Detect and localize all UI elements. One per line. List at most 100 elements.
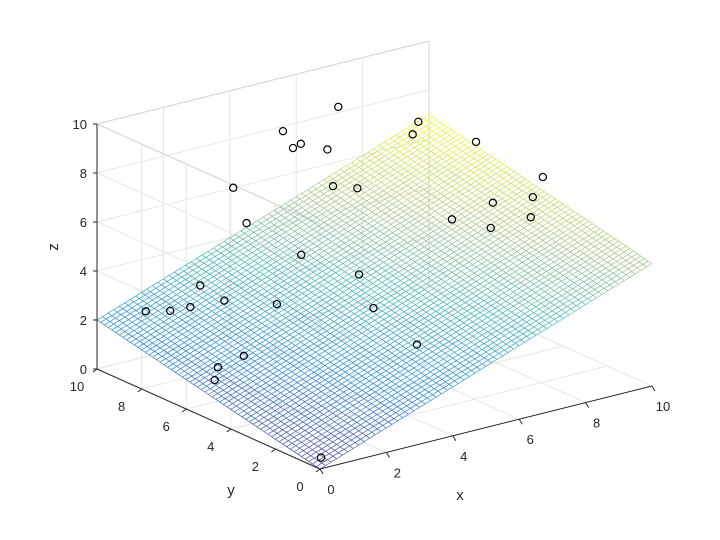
mesh-line — [294, 316, 314, 330]
mesh-line — [322, 311, 351, 329]
mesh-line — [302, 407, 322, 421]
mesh-line — [356, 158, 376, 172]
mesh-line — [433, 302, 453, 316]
mesh-line — [420, 198, 449, 216]
mesh-line — [454, 145, 474, 159]
mesh-line — [553, 287, 582, 306]
mesh-line — [115, 332, 135, 346]
mesh-line — [152, 268, 181, 287]
mesh-line — [282, 426, 311, 445]
mesh-line — [471, 161, 500, 180]
mesh-line — [304, 298, 333, 317]
mesh-line — [333, 292, 353, 306]
mesh-line — [232, 331, 251, 345]
mesh-line — [446, 358, 476, 377]
mesh-line — [339, 360, 359, 374]
mesh-line — [415, 361, 435, 375]
mesh-line — [339, 286, 368, 305]
mesh-line — [233, 251, 262, 270]
mesh-line — [230, 320, 259, 339]
mesh-line — [586, 255, 606, 269]
mesh-line — [323, 205, 352, 223]
mesh-line — [260, 386, 280, 400]
mesh-line — [368, 223, 388, 237]
mesh-line — [313, 329, 333, 343]
mesh-line — [418, 192, 438, 206]
mesh-line — [481, 177, 500, 191]
mesh-line — [104, 307, 133, 326]
mesh-line — [389, 284, 418, 302]
mesh-line — [318, 308, 348, 327]
mesh-line — [338, 214, 367, 233]
mesh-line — [254, 372, 283, 391]
mesh-line — [422, 380, 442, 394]
mesh-line — [505, 183, 534, 202]
mesh-line — [350, 282, 370, 296]
mesh-line — [449, 149, 469, 163]
mesh-line — [453, 194, 473, 208]
mesh-line — [111, 312, 140, 331]
mesh-line — [401, 202, 421, 216]
mesh-line — [432, 351, 452, 365]
mesh-line — [431, 277, 460, 295]
mesh-line — [423, 117, 443, 131]
mesh-line — [429, 168, 458, 187]
mesh-line — [389, 329, 409, 343]
mesh-line — [276, 387, 305, 405]
mesh-line — [303, 227, 332, 245]
mesh-line — [207, 305, 236, 324]
mesh-line — [316, 303, 336, 317]
mesh-line — [477, 272, 507, 291]
mesh-line — [424, 260, 444, 274]
mesh-line — [379, 170, 408, 189]
mesh-line — [549, 230, 569, 244]
mesh-line — [402, 328, 431, 347]
mesh-line — [411, 370, 440, 389]
mesh-line — [381, 207, 410, 226]
mesh-line — [453, 148, 482, 167]
mesh-line — [244, 258, 273, 277]
mesh-line — [516, 251, 536, 265]
mesh-line — [319, 451, 348, 470]
mesh-line — [198, 335, 227, 353]
mesh-line — [514, 225, 543, 244]
mesh-line — [198, 280, 218, 294]
mesh-line — [400, 291, 429, 310]
mesh-line — [616, 258, 645, 276]
mesh-line — [157, 282, 177, 296]
mesh-line — [359, 264, 388, 283]
mesh-line — [461, 225, 490, 244]
mesh-line — [319, 397, 339, 411]
mesh-line — [258, 363, 278, 377]
mesh-line — [178, 317, 198, 331]
mesh-line — [130, 299, 149, 313]
mesh-line — [292, 291, 322, 309]
mesh-line — [332, 413, 352, 427]
mesh-line — [429, 240, 458, 258]
mesh-line — [281, 300, 301, 314]
mesh-line — [547, 207, 567, 221]
mesh-line — [277, 209, 306, 228]
mesh-line — [370, 200, 399, 219]
mesh-line — [538, 237, 558, 251]
mesh-line — [259, 314, 279, 328]
floor-grid-x — [229, 335, 454, 437]
mesh-line — [477, 275, 497, 289]
mesh-line — [478, 343, 507, 362]
mesh-line — [145, 334, 174, 353]
mesh-line — [243, 364, 272, 383]
back-wall-grid-z — [96, 138, 430, 223]
mesh-line — [345, 428, 365, 442]
mesh-line — [115, 314, 144, 333]
mesh-line — [231, 260, 251, 274]
mesh-line — [278, 398, 298, 412]
mesh-line — [204, 374, 233, 393]
mesh-line — [329, 173, 358, 191]
mesh-line — [575, 230, 604, 249]
mesh-line — [245, 419, 265, 433]
mesh-line — [299, 402, 328, 420]
mesh-line — [435, 253, 455, 267]
mesh-line — [427, 163, 447, 177]
mesh-line — [481, 320, 501, 334]
